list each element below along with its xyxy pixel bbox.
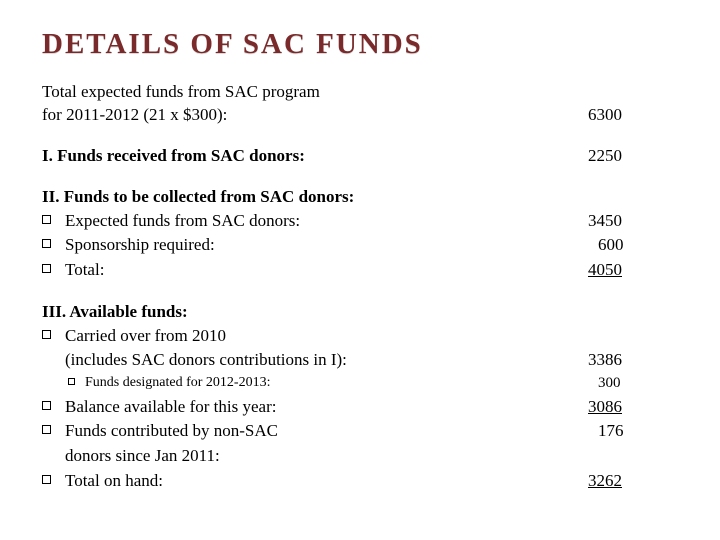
- carried-value: 3386: [588, 348, 678, 373]
- carried-line2: (includes SAC donors contributions in I)…: [65, 348, 347, 373]
- section-1-value: 2250: [588, 145, 678, 168]
- total-line2: for 2011-2012 (21 x $300):: [42, 104, 227, 127]
- list-item: Funds contributed by non-SAC donors sinc…: [42, 419, 678, 468]
- nested-value: 300: [588, 373, 678, 395]
- total-line1: Total expected funds from SAC program: [42, 81, 588, 104]
- list-item: Expected funds from SAC donors: 3450: [42, 209, 678, 234]
- checkbox-icon: [68, 378, 75, 385]
- item-value: 3450: [588, 209, 678, 234]
- item-label: Sponsorship required:: [65, 233, 588, 258]
- carried-line1: Carried over from 2010: [65, 324, 588, 349]
- item-label: Total:: [65, 258, 588, 283]
- checkbox-icon: [42, 264, 51, 273]
- total-expected-block: Total expected funds from SAC program fo…: [42, 81, 678, 127]
- item-label: Expected funds from SAC donors:: [65, 209, 588, 234]
- list-item: Balance available for this year: 3086: [42, 395, 678, 420]
- section-1-heading: I. Funds received from SAC donors:: [42, 145, 588, 168]
- nonsac-value: 176: [588, 419, 678, 444]
- nonsac-line2: donors since Jan 2011:: [65, 444, 588, 469]
- list-item: Total: 4050: [42, 258, 678, 283]
- list-item: Total on hand: 3262: [42, 469, 678, 494]
- section-2: II. Funds to be collected from SAC donor…: [42, 186, 678, 283]
- item-value: 600: [588, 233, 678, 258]
- section-1: I. Funds received from SAC donors: 2250: [42, 145, 678, 168]
- section-2-heading: II. Funds to be collected from SAC donor…: [42, 186, 678, 209]
- checkbox-icon: [42, 425, 51, 434]
- nonsac-line1: Funds contributed by non-SAC: [65, 419, 588, 444]
- section-3-heading: III. Available funds:: [42, 301, 678, 324]
- nested-label: Funds designated for 2012-2013:: [85, 373, 588, 393]
- balance-label: Balance available for this year:: [65, 395, 588, 420]
- balance-value: 3086: [588, 395, 678, 420]
- checkbox-icon: [42, 475, 51, 484]
- item-value: 4050: [588, 258, 678, 283]
- total-value: 6300: [588, 104, 678, 127]
- page-title: DETAILS OF SAC FUNDS: [42, 28, 678, 61]
- checkbox-icon: [42, 401, 51, 410]
- checkbox-icon: [42, 330, 51, 339]
- total-onhand-value: 3262: [588, 469, 678, 494]
- section-3: III. Available funds: Carried over from …: [42, 301, 678, 494]
- checkbox-icon: [42, 215, 51, 224]
- checkbox-icon: [42, 239, 51, 248]
- list-item: Carried over from 2010 (includes SAC don…: [42, 324, 678, 373]
- list-item: Funds designated for 2012-2013: 300: [42, 373, 678, 395]
- total-onhand-label: Total on hand:: [65, 469, 588, 494]
- list-item: Sponsorship required: 600: [42, 233, 678, 258]
